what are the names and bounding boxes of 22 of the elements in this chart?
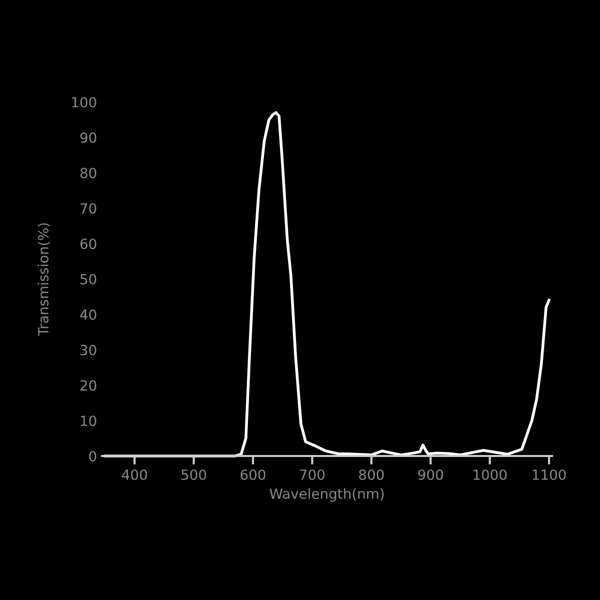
x-tick-label: 1000	[474, 469, 507, 480]
x-tick-label: 1100	[532, 469, 566, 480]
y-tick-label: 50	[80, 274, 96, 284]
y-tick-label: 70	[80, 203, 96, 214]
x-tick-label: 800	[359, 469, 384, 480]
y-tick-label: 40	[80, 309, 96, 320]
y-tick-label: 20	[80, 380, 96, 391]
x-axis-title: Wavelength(nm)	[270, 488, 384, 502]
y-tick-label: 60	[80, 238, 96, 250]
x-tick-label: 600	[240, 469, 266, 480]
y-tick-label: 10	[80, 416, 96, 426]
x-tick-label: 700	[300, 469, 325, 480]
line-series	[104, 111, 550, 458]
y-tick-label: 0	[89, 450, 96, 462]
x-tick-label: 500	[182, 469, 206, 480]
y-tick-label: 100	[72, 96, 96, 108]
y-axis-title: Transmission(%)	[38, 223, 50, 336]
y-tick-label: 30	[80, 344, 96, 356]
y-tick-label: 80	[80, 168, 96, 178]
x-tick-label: 400	[122, 469, 147, 480]
x-tick-label: 900	[418, 469, 443, 480]
y-tick-label: 90	[80, 132, 96, 143]
